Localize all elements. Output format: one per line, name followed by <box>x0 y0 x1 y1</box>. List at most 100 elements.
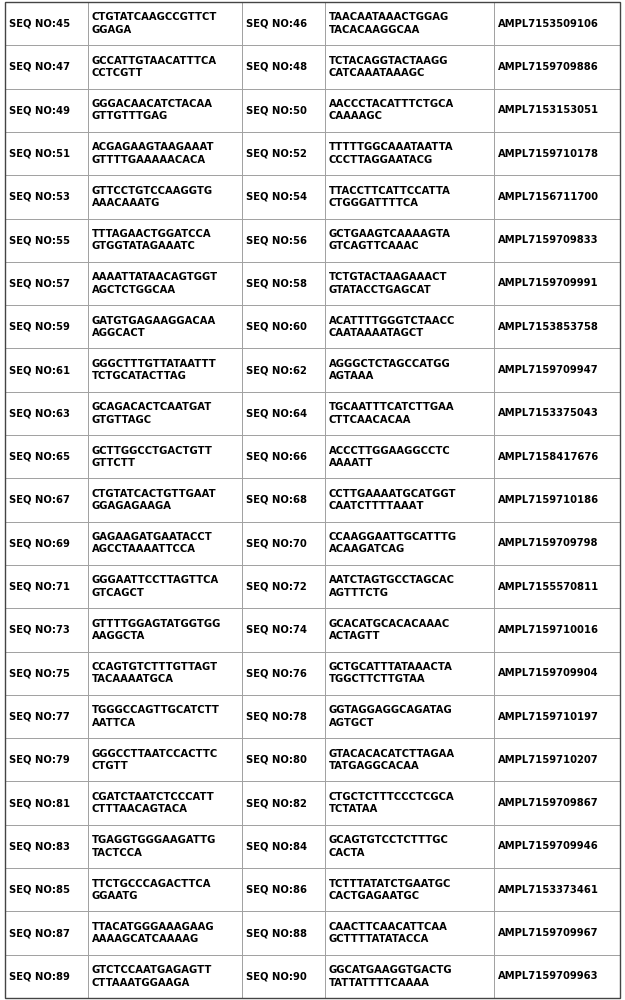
Bar <box>325 565 494 608</box>
Text: CGATCTAATCTCCCATT: CGATCTAATCTCCCATT <box>91 792 214 802</box>
Bar <box>242 305 325 348</box>
Text: CCTCGTT: CCTCGTT <box>91 68 143 78</box>
Bar <box>494 89 620 132</box>
Bar <box>494 175 620 219</box>
Text: AMPL7159710016: AMPL7159710016 <box>498 625 599 635</box>
Text: SEQ NO:53: SEQ NO:53 <box>9 192 69 202</box>
Text: CAATAAAATAGCT: CAATAAAATAGCT <box>329 328 424 338</box>
Text: CTGTATCAAGCCGTTCT: CTGTATCAAGCCGTTCT <box>91 12 217 22</box>
Text: SEQ NO:89: SEQ NO:89 <box>9 971 69 981</box>
Bar <box>5 175 88 219</box>
Bar <box>5 695 88 738</box>
Text: AMPL7159710178: AMPL7159710178 <box>498 149 599 159</box>
Text: GCTGCATTTATAAACTA: GCTGCATTTATAAACTA <box>329 662 452 672</box>
Bar <box>325 825 494 868</box>
Text: GTTTTGAAAAACАСА: GTTTTGAAAAACАСА <box>91 155 206 165</box>
Text: AMPL7153853758: AMPL7153853758 <box>498 322 599 332</box>
Text: AAACAAATG: AAACAAATG <box>91 198 160 208</box>
Bar <box>88 2 242 45</box>
Text: AMPL7159710186: AMPL7159710186 <box>498 495 599 505</box>
Text: AMPL7159709946: AMPL7159709946 <box>498 841 599 851</box>
Bar <box>494 738 620 781</box>
Text: TTACCTTCATTCCATTA: TTACCTTCATTCCATTA <box>329 186 451 196</box>
Text: SEQ NO:69: SEQ NO:69 <box>9 538 69 548</box>
Text: ACATTTTGGGTCTAACC: ACATTTTGGGTCTAACC <box>329 316 455 326</box>
Bar <box>88 868 242 911</box>
Text: CTTCAACACAA: CTTCAACACAA <box>329 415 411 425</box>
Bar <box>325 478 494 522</box>
Bar <box>242 262 325 305</box>
Text: TATGAGGCACAA: TATGAGGCACAA <box>329 761 419 771</box>
Text: GGAGA: GGAGA <box>91 25 132 35</box>
Text: SEQ NO:90: SEQ NO:90 <box>246 971 307 981</box>
Bar <box>5 565 88 608</box>
Bar <box>88 305 242 348</box>
Text: SEQ NO:74: SEQ NO:74 <box>246 625 307 635</box>
Bar <box>325 2 494 45</box>
Bar <box>242 89 325 132</box>
Text: AMPL7158417676: AMPL7158417676 <box>498 452 599 462</box>
Text: AATCTAGTGCCTAGCAC: AATCTAGTGCCTAGCAC <box>329 575 455 585</box>
Text: GTCAGTTCАААC: GTCAGTTCАААC <box>329 241 419 251</box>
Bar <box>242 868 325 911</box>
Bar <box>88 522 242 565</box>
Bar <box>88 695 242 738</box>
Bar <box>325 608 494 652</box>
Text: SEQ NO:86: SEQ NO:86 <box>246 885 307 895</box>
Text: GATGTGAGAAGGACAA: GATGTGAGAAGGACAA <box>91 316 216 326</box>
Bar <box>88 45 242 89</box>
Bar <box>242 608 325 652</box>
Text: GTTCTT: GTTCTT <box>91 458 136 468</box>
Text: CCAAGGAATTGCATTTG: CCAAGGAATTGCATTTG <box>329 532 457 542</box>
Text: GGTAGGAGGCAGATAG: GGTAGGAGGCAGATAG <box>329 705 452 715</box>
Text: SEQ NO:45: SEQ NO:45 <box>9 19 70 29</box>
Bar <box>494 825 620 868</box>
Bar <box>242 652 325 695</box>
Text: TCTGTACTAAGAAACT: TCTGTACTAAGAAACT <box>329 272 448 282</box>
Bar <box>325 955 494 998</box>
Text: GGGCCTTAATCCACTTC: GGGCCTTAATCCACTTC <box>91 749 218 759</box>
Bar <box>88 955 242 998</box>
Bar <box>5 781 88 825</box>
Text: AGTAAA: AGTAAA <box>329 371 374 381</box>
Text: SEQ NO:84: SEQ NO:84 <box>246 841 308 851</box>
Text: AMPL7153375043: AMPL7153375043 <box>498 408 599 418</box>
Text: GCTTTTATATACCA: GCTTTTATATACCA <box>329 934 429 944</box>
Text: CTGGGATTTTCA: CTGGGATTTTCA <box>329 198 419 208</box>
Bar <box>242 825 325 868</box>
Bar <box>325 89 494 132</box>
Text: TACAAAATGCA: TACAAAATGCA <box>91 674 174 684</box>
Text: AMPL7159709967: AMPL7159709967 <box>498 928 598 938</box>
Text: CCCTTAGGAATACG: CCCTTAGGAATACG <box>329 155 433 165</box>
Bar <box>325 305 494 348</box>
Text: CAATCTTTTАААТ: CAATCTTTTАААТ <box>329 501 424 511</box>
Text: GTACACACATCTTAGAA: GTACACACATCTTAGAA <box>329 749 455 759</box>
Bar <box>88 219 242 262</box>
Text: GTTGTTTGAG: GTTGTTTGAG <box>91 111 168 121</box>
Text: TGGGCCAGTTGCATCTT: TGGGCCAGTTGCATCTT <box>91 705 219 715</box>
Bar <box>325 132 494 175</box>
Bar <box>88 348 242 392</box>
Bar <box>494 695 620 738</box>
Text: GGCATGAAGGTGACTG: GGCATGAAGGTGACTG <box>329 965 452 975</box>
Text: AATTCA: AATTCA <box>91 718 136 728</box>
Text: AGCCTAAAATTCCA: AGCCTAAAATTCCA <box>91 544 196 554</box>
Bar <box>88 262 242 305</box>
Bar <box>5 911 88 955</box>
Text: SEQ NO:85: SEQ NO:85 <box>9 885 70 895</box>
Text: SEQ NO:57: SEQ NO:57 <box>9 278 69 288</box>
Text: CTTAAATGGAAGA: CTTAAATGGAAGA <box>91 978 190 988</box>
Bar <box>5 2 88 45</box>
Bar <box>88 608 242 652</box>
Bar <box>325 392 494 435</box>
Bar <box>494 478 620 522</box>
Bar <box>88 435 242 478</box>
Bar <box>88 911 242 955</box>
Text: SEQ NO:49: SEQ NO:49 <box>9 105 70 115</box>
Text: AMPL7153509106: AMPL7153509106 <box>498 19 599 29</box>
Bar <box>494 652 620 695</box>
Text: TTTAGAACTGGATCCA: TTTAGAACTGGATCCA <box>91 229 211 239</box>
Text: AMPL7159709904: AMPL7159709904 <box>498 668 599 678</box>
Text: AGTGCT: AGTGCT <box>329 718 374 728</box>
Bar <box>494 219 620 262</box>
